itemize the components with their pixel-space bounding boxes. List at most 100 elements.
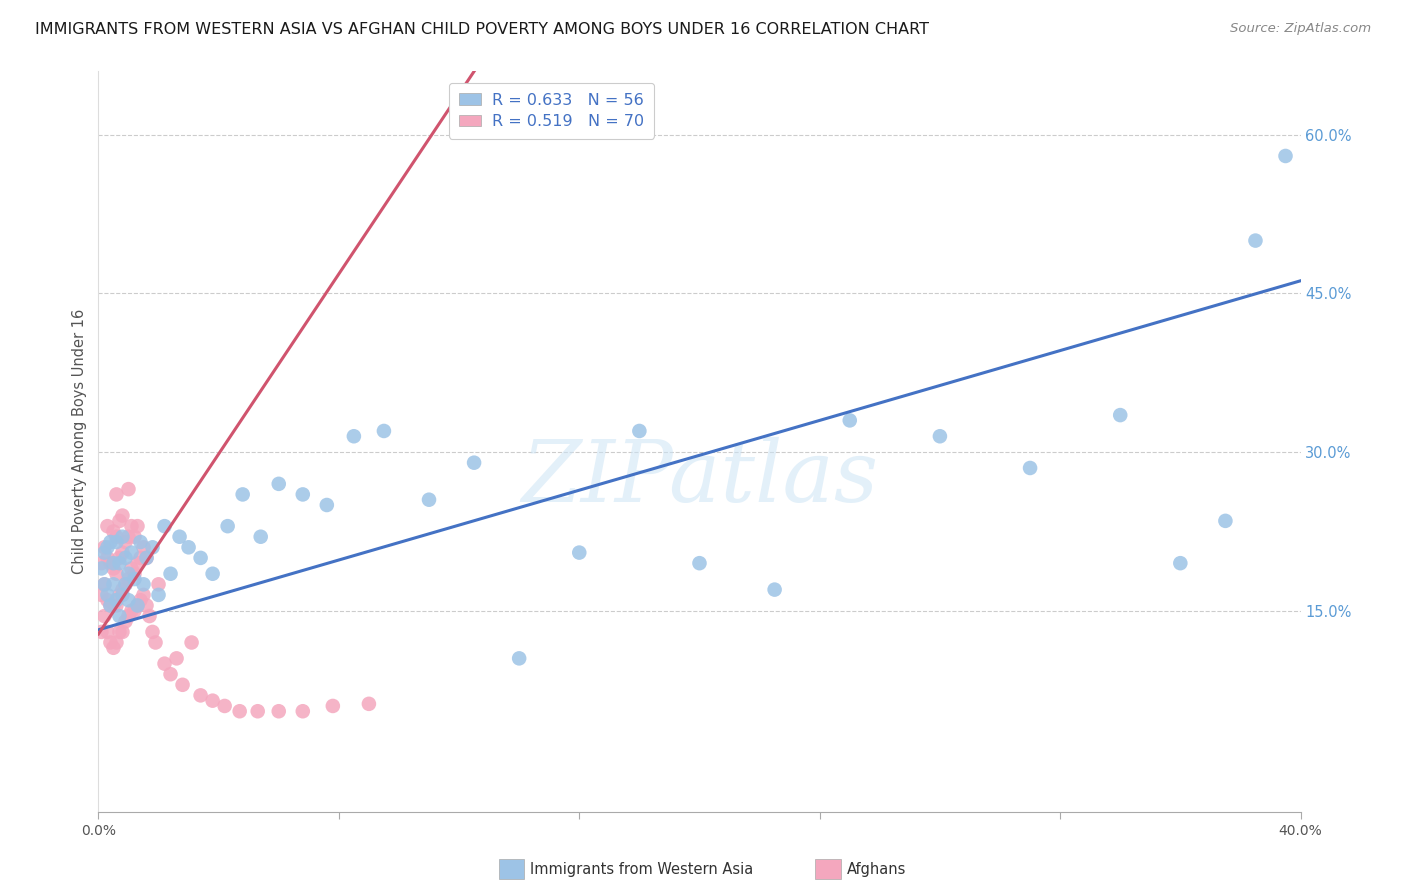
Point bbox=[418, 492, 440, 507]
Point bbox=[153, 519, 176, 533]
Point bbox=[114, 550, 136, 565]
Point bbox=[117, 566, 139, 581]
Point bbox=[103, 599, 125, 613]
Point bbox=[100, 635, 122, 649]
Point bbox=[103, 561, 125, 575]
Point bbox=[100, 556, 122, 570]
Point bbox=[103, 577, 125, 591]
Point bbox=[124, 530, 146, 544]
Point bbox=[135, 550, 157, 565]
Point bbox=[159, 566, 181, 581]
Point bbox=[90, 556, 112, 570]
Point bbox=[117, 572, 139, 586]
Point bbox=[96, 519, 118, 533]
Point bbox=[96, 550, 118, 565]
Point bbox=[166, 651, 188, 665]
Point bbox=[93, 577, 115, 591]
Point bbox=[108, 624, 131, 639]
Point bbox=[132, 577, 155, 591]
Point bbox=[217, 519, 239, 533]
Point bbox=[114, 577, 136, 591]
Point bbox=[114, 577, 136, 591]
Point bbox=[117, 609, 139, 624]
Point bbox=[129, 593, 152, 607]
Point bbox=[127, 599, 149, 613]
Point bbox=[105, 593, 128, 607]
Point bbox=[100, 599, 122, 613]
Point bbox=[114, 535, 136, 549]
Point bbox=[141, 624, 163, 639]
Point bbox=[1215, 514, 1237, 528]
Point bbox=[105, 535, 128, 549]
Point bbox=[343, 429, 366, 443]
Point bbox=[929, 429, 952, 443]
Point bbox=[129, 535, 152, 549]
Point bbox=[838, 413, 860, 427]
Point bbox=[96, 588, 118, 602]
Point bbox=[124, 604, 146, 618]
Point bbox=[180, 635, 202, 649]
Point bbox=[291, 487, 314, 501]
Point bbox=[93, 577, 115, 591]
Point bbox=[1244, 234, 1267, 248]
Point bbox=[148, 577, 170, 591]
Point bbox=[103, 640, 125, 655]
Point bbox=[105, 530, 128, 544]
Point bbox=[135, 550, 157, 565]
Point bbox=[105, 599, 128, 613]
Point bbox=[249, 530, 271, 544]
Point bbox=[148, 588, 170, 602]
Point bbox=[121, 604, 143, 618]
Y-axis label: Child Poverty Among Boys Under 16: Child Poverty Among Boys Under 16 bbox=[72, 309, 87, 574]
Point bbox=[145, 635, 167, 649]
Point bbox=[1109, 408, 1132, 422]
Point bbox=[93, 609, 115, 624]
Point bbox=[108, 588, 131, 602]
Point bbox=[103, 556, 125, 570]
Point bbox=[232, 487, 254, 501]
Point bbox=[135, 599, 157, 613]
Point bbox=[108, 514, 131, 528]
Point bbox=[96, 624, 118, 639]
Point bbox=[153, 657, 176, 671]
Point bbox=[159, 667, 181, 681]
Text: Immigrants from Western Asia: Immigrants from Western Asia bbox=[530, 863, 754, 877]
Point bbox=[246, 704, 269, 718]
Point bbox=[291, 704, 314, 718]
Point bbox=[138, 609, 160, 624]
Point bbox=[628, 424, 651, 438]
Point bbox=[267, 704, 290, 718]
Point bbox=[201, 694, 224, 708]
Point bbox=[322, 698, 344, 713]
Point bbox=[117, 530, 139, 544]
Point bbox=[90, 561, 112, 575]
Point bbox=[141, 541, 163, 555]
Point bbox=[111, 530, 134, 544]
Point bbox=[315, 498, 337, 512]
Point bbox=[373, 424, 395, 438]
Point bbox=[228, 704, 250, 718]
Text: IMMIGRANTS FROM WESTERN ASIA VS AFGHAN CHILD POVERTY AMONG BOYS UNDER 16 CORRELA: IMMIGRANTS FROM WESTERN ASIA VS AFGHAN C… bbox=[35, 22, 929, 37]
Point bbox=[93, 546, 115, 560]
Legend: R = 0.633   N = 56, R = 0.519   N = 70: R = 0.633 N = 56, R = 0.519 N = 70 bbox=[449, 83, 654, 138]
Point bbox=[108, 609, 131, 624]
Point bbox=[111, 546, 134, 560]
Point bbox=[1274, 149, 1296, 163]
Point bbox=[100, 535, 122, 549]
Point bbox=[103, 524, 125, 539]
Point bbox=[267, 476, 290, 491]
Point bbox=[129, 550, 152, 565]
Point bbox=[111, 624, 134, 639]
Point bbox=[508, 651, 530, 665]
Point bbox=[111, 588, 134, 602]
Point bbox=[132, 588, 155, 602]
Point bbox=[96, 593, 118, 607]
Point bbox=[177, 541, 200, 555]
Point bbox=[172, 678, 194, 692]
Point bbox=[357, 697, 380, 711]
Point bbox=[105, 566, 128, 581]
Point bbox=[132, 541, 155, 555]
Point bbox=[111, 582, 134, 597]
Point bbox=[214, 698, 236, 713]
Point bbox=[121, 561, 143, 575]
